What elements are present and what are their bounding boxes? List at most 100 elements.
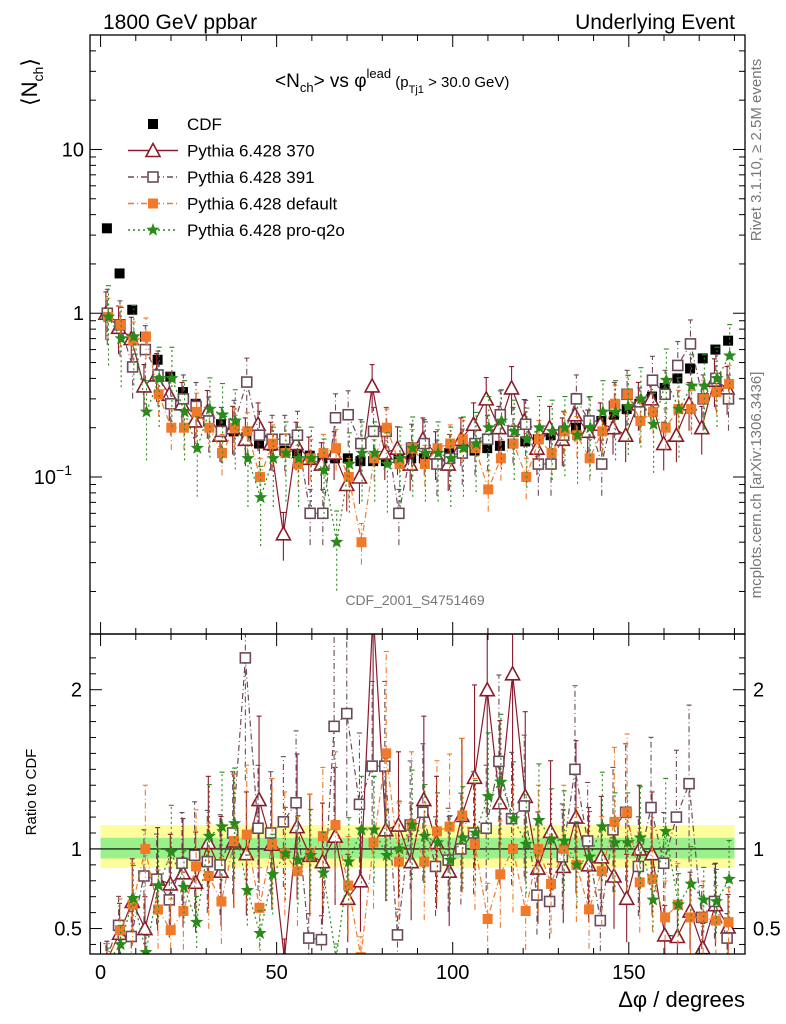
ratio-y-tick-label-right: 0.5 [753, 919, 781, 941]
data-point [470, 443, 481, 454]
data-point [659, 373, 673, 386]
data-point [570, 428, 585, 441]
data-point [483, 484, 494, 495]
data-point [656, 926, 674, 942]
data-point [302, 932, 315, 944]
data-point [545, 458, 557, 470]
data-point [456, 441, 471, 454]
data-point [369, 453, 380, 464]
data-point [163, 894, 176, 906]
data-point [584, 904, 595, 915]
data-point [215, 819, 229, 833]
data-point [685, 378, 699, 392]
data-point [469, 436, 483, 450]
data-point [632, 860, 645, 873]
data-point [634, 877, 645, 888]
data-point [493, 755, 505, 768]
data-point [215, 407, 230, 421]
data-point [190, 915, 204, 928]
data-point [114, 925, 125, 936]
data-point [376, 444, 394, 460]
data-point [457, 434, 468, 445]
data-point [394, 459, 405, 470]
data-point [239, 652, 252, 664]
data-point [290, 796, 302, 809]
data-point [317, 831, 328, 842]
data-point [642, 390, 660, 406]
data-point [545, 424, 559, 437]
data-point [266, 451, 280, 464]
data-point [504, 665, 521, 681]
legend-label: CDF [187, 115, 222, 134]
data-point [401, 455, 419, 471]
data-point [543, 895, 556, 908]
data-point [431, 446, 445, 459]
data-point [253, 926, 267, 939]
data-point [368, 837, 379, 848]
data-point [684, 338, 697, 350]
data-point [191, 406, 202, 417]
data-point [381, 748, 392, 759]
data-point [176, 857, 188, 870]
data-point [127, 304, 138, 315]
data-point [655, 434, 673, 451]
data-point [685, 363, 696, 374]
series-line [107, 316, 731, 543]
data-point [152, 878, 166, 892]
data-point [125, 930, 138, 943]
data-point [444, 821, 455, 832]
data-point [457, 810, 468, 821]
data-point [595, 819, 609, 833]
data-point [229, 835, 240, 846]
data-point [533, 843, 544, 854]
data-point [164, 397, 177, 410]
main-y-tick-label: 10 [62, 139, 84, 161]
data-point [685, 912, 696, 923]
data-point [214, 859, 226, 871]
data-point [503, 379, 520, 395]
data-point [415, 790, 433, 807]
data-point [419, 856, 430, 867]
data-point [697, 378, 711, 392]
data-point [495, 453, 506, 464]
data-point [279, 446, 293, 459]
ratio-ylabel: Ratio to CDF [23, 749, 40, 836]
data-point [609, 816, 620, 827]
data-point [114, 268, 125, 279]
data-point [338, 475, 356, 492]
data-point [647, 417, 661, 430]
data-point [477, 390, 495, 406]
data-point [723, 335, 734, 346]
data-point [254, 902, 265, 913]
data-point [241, 451, 255, 464]
data-point [152, 354, 163, 365]
data-point [317, 507, 329, 520]
data-point [480, 822, 493, 835]
data-point [367, 425, 380, 438]
data-point [275, 525, 292, 541]
data-point [202, 829, 216, 842]
data-point [608, 835, 622, 849]
data-point [178, 422, 189, 433]
data-point [228, 816, 242, 830]
ratio-y-tick-label-right: 1 [753, 839, 764, 861]
legend-marker [146, 223, 160, 236]
data-point [581, 835, 594, 847]
legend-label: Pythia 6.428 default [187, 195, 338, 214]
legend-item: Pythia 6.428 pro-q2o [128, 221, 345, 240]
data-point [622, 389, 633, 400]
data-point [355, 446, 369, 459]
data-point [292, 451, 306, 464]
data-point [604, 419, 622, 435]
data-point [140, 331, 151, 342]
data-point [391, 929, 404, 941]
data-point [278, 846, 292, 860]
data-point [368, 446, 382, 459]
series-pythia-6-428-pro-q2o [101, 285, 737, 591]
data-point [519, 418, 532, 431]
data-point [507, 843, 518, 854]
data-point [153, 904, 164, 915]
data-point [418, 446, 433, 459]
data-point [668, 426, 685, 443]
series-line [107, 316, 730, 543]
